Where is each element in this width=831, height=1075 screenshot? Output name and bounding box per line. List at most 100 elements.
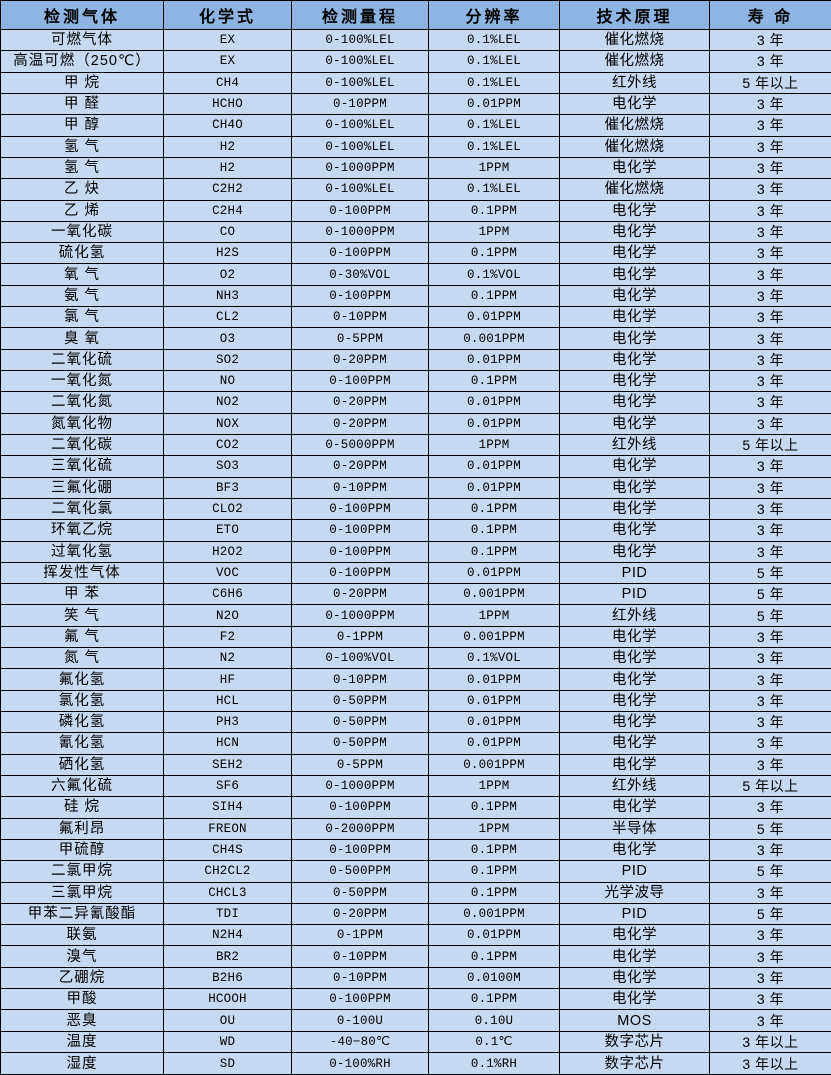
cell-resolution: 0.1%LEL: [428, 135, 560, 158]
table-row: 氨 气 NH3 0-100PPM 0.1PPM 电化学 3 年: [0, 284, 831, 308]
cell-technology-principle: 电化学: [559, 519, 710, 542]
table-row: 臭 氧 O3 0-5PPM 0.001PPM 电化学 3 年: [0, 327, 831, 350]
cell-technology-principle: 电化学: [559, 476, 710, 499]
cell-chemical-formula: WD: [163, 1030, 292, 1054]
cell-lifespan: 3 年: [709, 327, 831, 350]
cell-lifespan: 3 年: [709, 50, 831, 73]
cell-chemical-formula: F2: [163, 625, 292, 649]
cell-lifespan: 5 年以上: [709, 71, 831, 94]
cell-chemical-formula: ETO: [163, 519, 292, 542]
cell-lifespan: 3 年: [709, 284, 831, 308]
cell-resolution: 0.001PPM: [428, 902, 560, 926]
cell-lifespan: 3 年: [709, 796, 831, 819]
cell-chemical-formula: O2: [163, 263, 292, 286]
table-row: 甲硫醇 CH4S 0-100PPM 0.1PPM 电化学 3 年: [0, 838, 831, 862]
table-row: 一氧化碳 CO 0-1000PPM 1PPM 电化学 3 年: [0, 220, 831, 244]
cell-resolution: 0.1%VOL: [428, 263, 560, 286]
cell-gas-name: 温度: [0, 1030, 164, 1054]
cell-gas-name: 可燃气体: [0, 28, 164, 52]
cell-gas-name: 三氧化硫: [0, 455, 164, 478]
cell-chemical-formula: C2H4: [163, 199, 292, 222]
cell-gas-name: 氟利昂: [0, 817, 164, 840]
cell-lifespan: 3 年: [709, 476, 831, 499]
cell-chemical-formula: HF: [163, 668, 292, 691]
cell-technology-principle: 半导体: [559, 817, 710, 840]
table-row: 甲 烷 CH4 0-100%LEL 0.1%LEL 红外线 5 年以上: [0, 71, 831, 94]
cell-lifespan: 5 年以上: [709, 774, 831, 798]
cell-technology-principle: 电化学: [559, 455, 710, 478]
cell-resolution: 0.1%LEL: [428, 28, 560, 52]
table-row: 挥发性气体 VOC 0-100PPM 0.01PPM PID 5 年: [0, 561, 831, 585]
table-row: 甲酸 HCOOH 0-100PPM 0.1PPM 电化学 3 年: [0, 988, 831, 1011]
cell-resolution: 0.01PPM: [428, 306, 560, 329]
cell-detection-range: 0-50PPM: [291, 881, 429, 904]
cell-resolution: 0.01PPM: [428, 412, 560, 435]
cell-detection-range: 0-10PPM: [291, 92, 429, 116]
cell-technology-principle: 电化学: [559, 92, 710, 116]
cell-technology-principle: 催化燃烧: [559, 50, 710, 73]
cell-technology-principle: 光学波导: [559, 881, 710, 904]
cell-technology-principle: 电化学: [559, 966, 710, 990]
table-body: 可燃气体 EX 0-100%LEL 0.1%LEL 催化燃烧 3 年高温可燃（250℃） E…: [0, 28, 831, 1075]
cell-technology-principle: 电化学: [559, 988, 710, 1011]
cell-technology-principle: 电化学: [559, 796, 710, 819]
cell-resolution: 0.1%VOL: [428, 647, 560, 670]
cell-chemical-formula: SIH4: [163, 796, 292, 819]
cell-detection-range: 0-100PPM: [291, 199, 429, 222]
cell-lifespan: 5 年: [709, 860, 831, 883]
column-header-lifespan: 寿 命: [709, 0, 831, 30]
cell-gas-name: 氮 气: [0, 647, 164, 670]
cell-gas-name: 高温可燃（250℃）: [0, 50, 164, 73]
cell-resolution: 0.10U: [428, 1009, 560, 1032]
cell-gas-name: 笑 气: [0, 604, 164, 627]
cell-detection-range: 0-100PPM: [291, 497, 429, 521]
table-row: 氯 气 CL2 0-10PPM 0.01PPM 电化学 3 年: [0, 306, 831, 329]
cell-chemical-formula: C6H6: [163, 583, 292, 606]
cell-technology-principle: 电化学: [559, 348, 710, 372]
cell-detection-range: 0-100PPM: [291, 284, 429, 308]
cell-chemical-formula: HCL: [163, 689, 292, 713]
cell-chemical-formula: SD: [163, 1052, 292, 1075]
cell-resolution: 0.1PPM: [428, 199, 560, 222]
cell-gas-name: 环氧乙烷: [0, 519, 164, 542]
cell-gas-name: 溴气: [0, 945, 164, 968]
cell-resolution: 1PPM: [428, 220, 560, 244]
table-row: 三氟化硼 BF3 0-10PPM 0.01PPM 电化学 3 年: [0, 476, 831, 499]
cell-lifespan: 5 年: [709, 604, 831, 627]
cell-technology-principle: PID: [559, 561, 710, 585]
table-row: 二氯甲烷 CH2CL2 0-500PPM 0.1PPM PID 5 年: [0, 860, 831, 883]
cell-gas-name: 氯化氢: [0, 689, 164, 713]
cell-lifespan: 5 年: [709, 817, 831, 840]
cell-technology-principle: PID: [559, 860, 710, 883]
cell-lifespan: 3 年: [709, 668, 831, 691]
cell-technology-principle: 电化学: [559, 220, 710, 244]
cell-technology-principle: 电化学: [559, 838, 710, 862]
cell-lifespan: 3 年: [709, 945, 831, 968]
cell-chemical-formula: BR2: [163, 945, 292, 968]
cell-resolution: 0.01PPM: [428, 476, 560, 499]
cell-gas-name: 六氟化硫: [0, 774, 164, 798]
cell-detection-range: 0-100%LEL: [291, 114, 429, 137]
cell-chemical-formula: BF3: [163, 476, 292, 499]
cell-gas-name: 甲 苯: [0, 583, 164, 606]
cell-gas-name: 甲 醛: [0, 92, 164, 116]
cell-chemical-formula: FREON: [163, 817, 292, 840]
cell-lifespan: 3 年: [709, 391, 831, 414]
cell-detection-range: 0-100%LEL: [291, 71, 429, 94]
column-header-gas-name: 检测气体: [0, 0, 164, 30]
cell-resolution: 1PPM: [428, 156, 560, 180]
cell-gas-name: 二氧化氮: [0, 391, 164, 414]
cell-technology-principle: 催化燃烧: [559, 114, 710, 137]
cell-lifespan: 3 年: [709, 689, 831, 713]
cell-technology-principle: 电化学: [559, 710, 710, 734]
cell-lifespan: 3 年: [709, 1009, 831, 1032]
cell-lifespan: 3 年: [709, 625, 831, 649]
table-row: 甲 醇 CH4O 0-100%LEL 0.1%LEL 催化燃烧 3 年: [0, 114, 831, 137]
cell-detection-range: 0-20PPM: [291, 391, 429, 414]
cell-detection-range: 0-100PPM: [291, 988, 429, 1011]
cell-gas-name: 甲酸: [0, 988, 164, 1011]
cell-technology-principle: 红外线: [559, 71, 710, 94]
table-row: 环氧乙烷 ETO 0-100PPM 0.1PPM 电化学 3 年: [0, 519, 831, 542]
cell-lifespan: 3 年: [709, 199, 831, 222]
